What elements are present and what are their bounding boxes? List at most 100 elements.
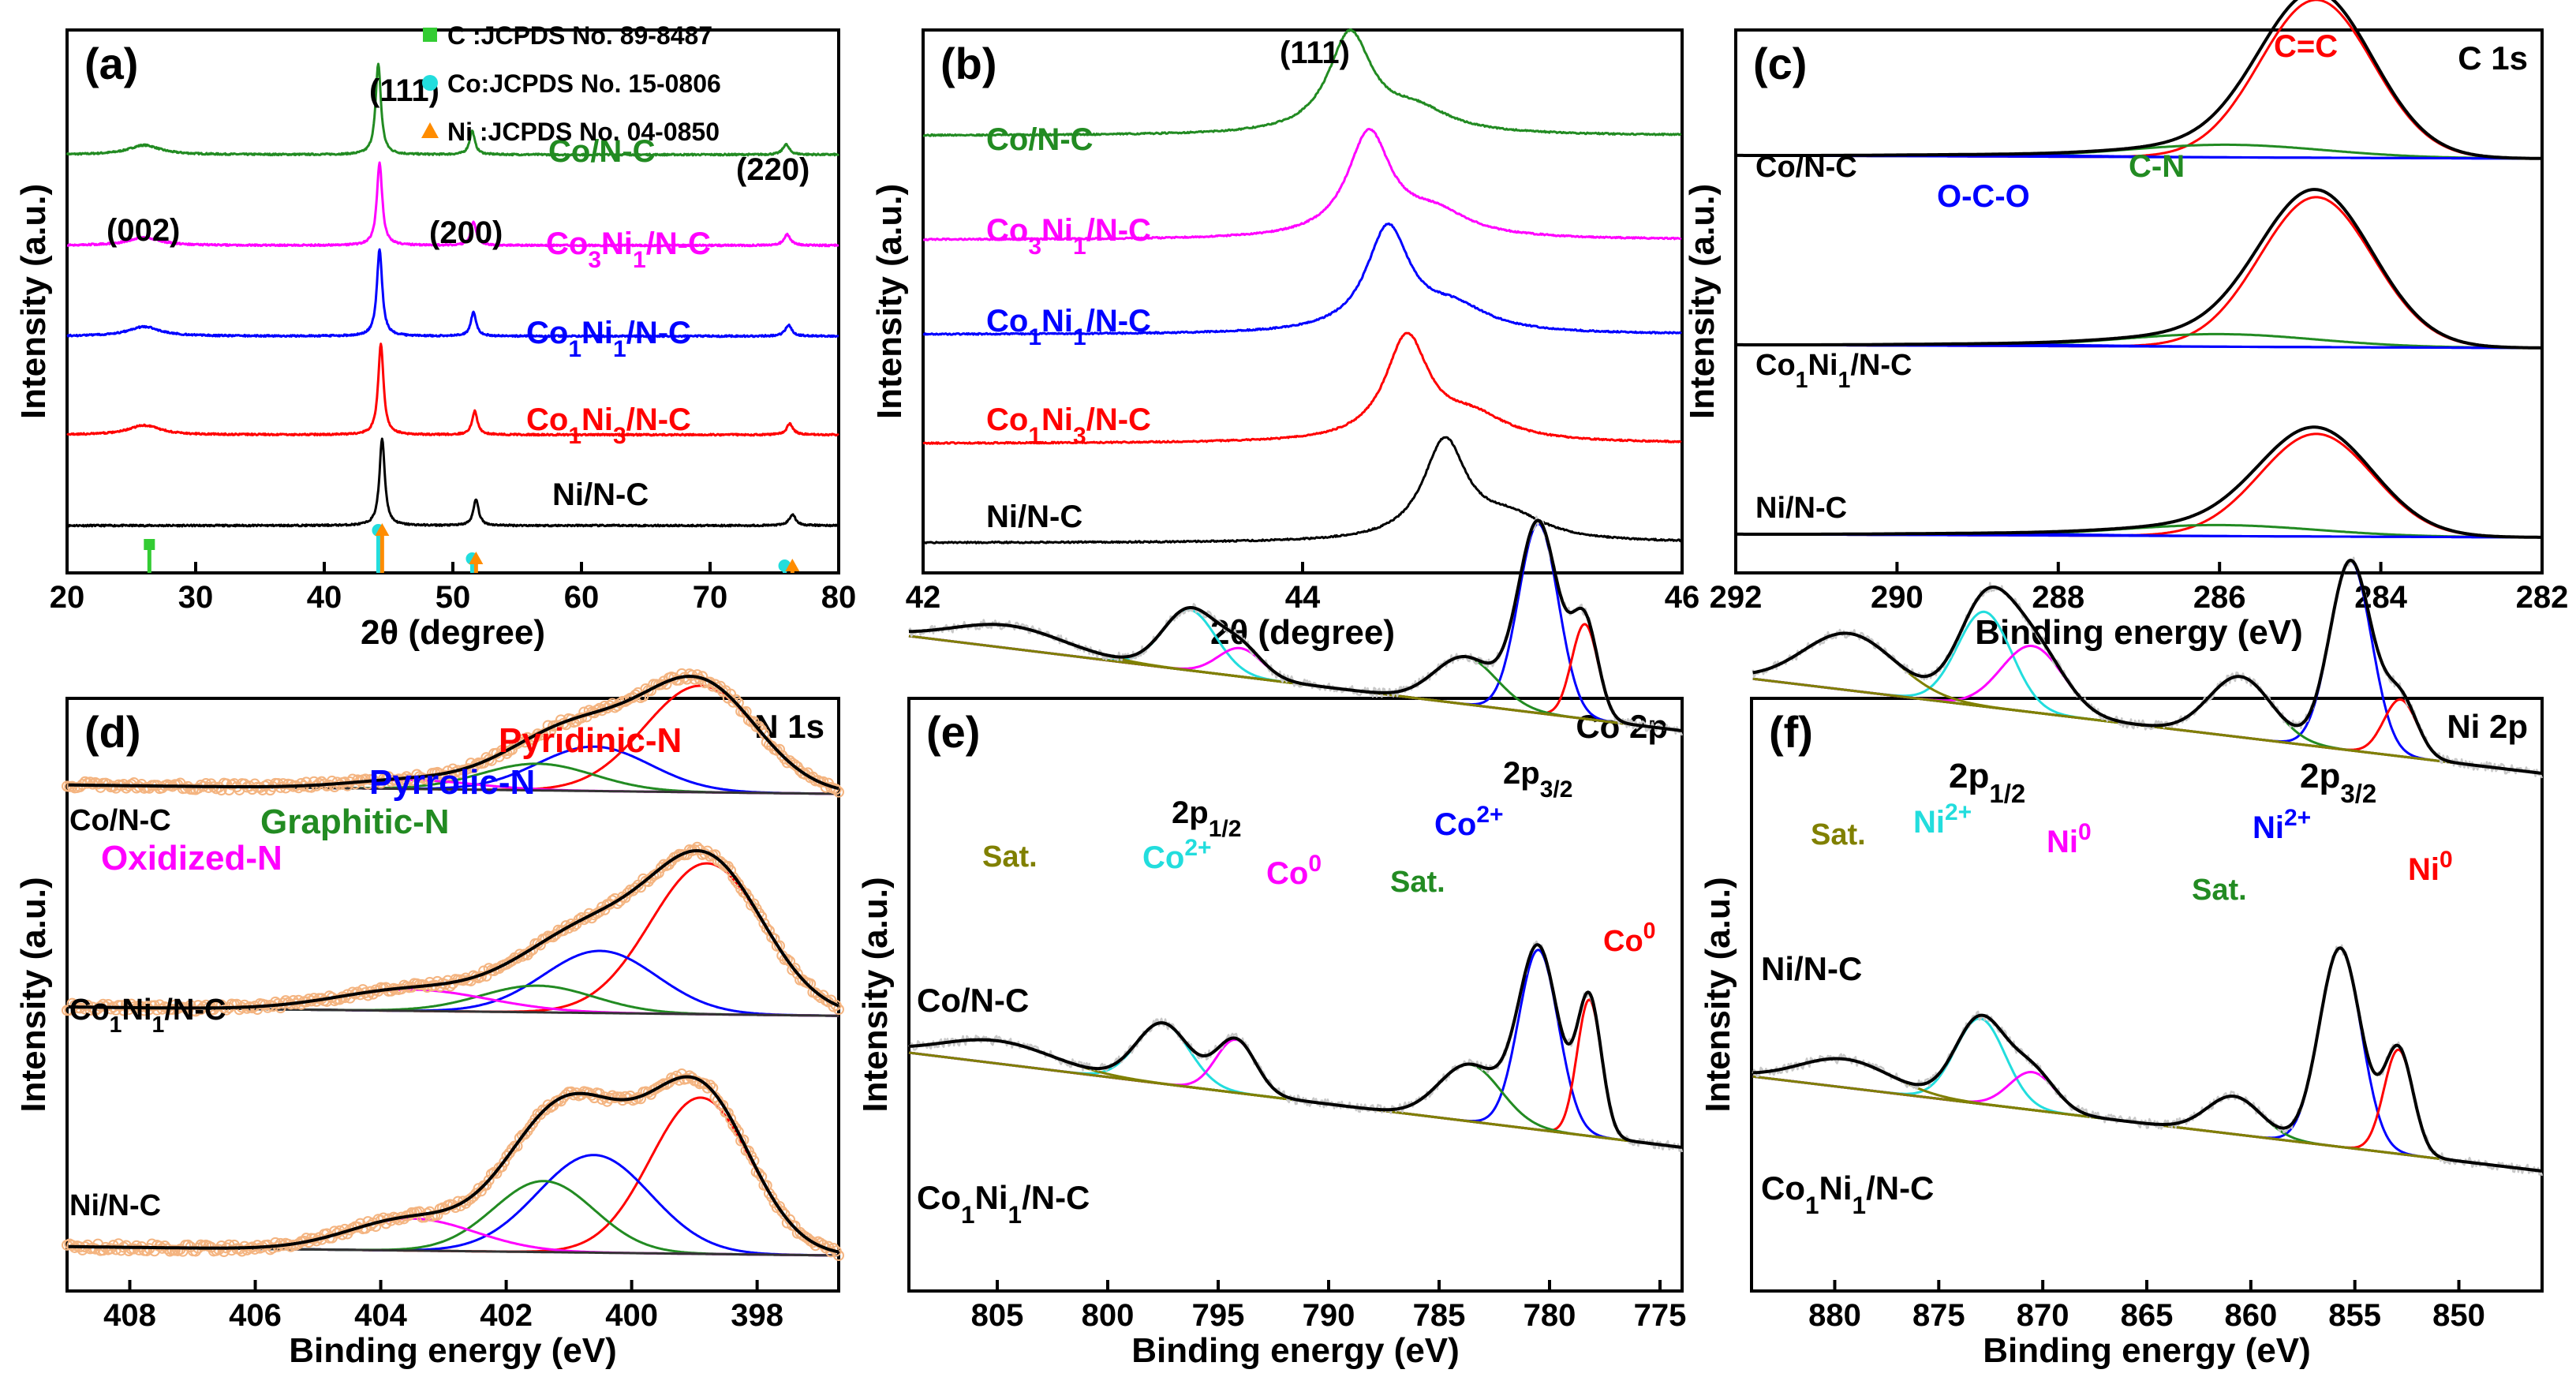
panel-c-frame	[1734, 28, 2544, 574]
panel-f-envelope	[1752, 946, 2543, 1173]
panel-c-ylabel: Intensity (a.u.)	[1683, 184, 1722, 419]
panel-d-raw-point	[501, 1151, 513, 1162]
xrd-zoom-line-Co₁Ni₃/N-C	[922, 331, 1682, 445]
panel-d-raw-point	[103, 1244, 114, 1255]
panel-d-raw-point	[730, 1122, 742, 1134]
panel-d-raw-point	[377, 1212, 389, 1224]
panel-d-xtick-label: 408	[103, 1298, 156, 1333]
peak-label: (002)	[107, 213, 180, 248]
panel-c-envelope	[1735, 188, 2543, 350]
xrd-zoom-series-label: Co1Ni3/N-C	[986, 402, 1151, 449]
panel-c-envelope	[1735, 425, 2543, 539]
panel-e-xtick-label: 780	[1524, 1298, 1576, 1333]
xps-peak-annotation: Graphitic-N	[260, 803, 450, 841]
panel-f-xtick-label: 865	[2121, 1298, 2174, 1333]
xrd-series-label: Co3Ni1/N-C	[546, 226, 711, 273]
panel-f-xtick-label: 855	[2328, 1298, 2381, 1333]
panel-f-ylabel: Intensity (a.u.)	[1699, 877, 1737, 1112]
xps-peak-annotation: Pyrrolic-N	[369, 763, 535, 802]
xps-peak-annotation: C=C	[2274, 29, 2338, 64]
panel-d-raw-point	[787, 1219, 798, 1231]
panel-e-xtick-label: 795	[1192, 1298, 1245, 1333]
panel-d-raw-point	[329, 781, 341, 793]
panel-d-raw-point	[712, 682, 723, 694]
panel-d-raw-point	[503, 1147, 515, 1159]
xrd-line-Ni/N-C	[65, 437, 840, 528]
reference-marker-square	[144, 539, 155, 550]
panel-a-xlabel: 2θ (degree)	[361, 613, 545, 652]
panel-d-raw-point	[103, 999, 114, 1011]
orbital-label-2p3-2: 2p3/2	[1503, 756, 1572, 803]
panel-a-xtick-label: 80	[821, 580, 857, 615]
panel-d-raw-point	[226, 1244, 237, 1256]
panel-d-xlabel: Binding energy (eV)	[289, 1331, 617, 1370]
panel-d-envelope	[68, 849, 839, 1010]
panel-a-xtick-label: 50	[436, 580, 471, 615]
panel-c-envelope	[1735, 0, 2543, 160]
panel-e-envelope	[908, 518, 1683, 732]
panel-d-raw-point	[517, 1129, 529, 1141]
panel-f-xtick-label: 860	[2224, 1298, 2277, 1333]
panel-d-raw-point	[779, 1208, 791, 1220]
xps-sample-label: Ni/N-C	[1761, 950, 1862, 987]
xps-sample-label: Co1Ni1/N-C	[1755, 349, 1912, 393]
panel-d-raw-point	[763, 925, 775, 937]
panel-b-xtick-label: 42	[906, 580, 941, 615]
xrd-line-Co₁Ni₁/N-C	[66, 248, 839, 339]
panel-d-xtick-label: 406	[229, 1298, 282, 1333]
panel-d-raw-point	[727, 871, 739, 883]
panel-f-envelope	[1752, 559, 2543, 775]
panel-d-raw-point	[495, 960, 507, 971]
panel-f-xtick-label: 875	[1912, 1298, 1965, 1333]
legend-entry: C :JCPDS No. 89-8487	[447, 21, 712, 50]
panel-d-raw-point	[367, 988, 379, 1000]
xps-peak-annotation: C-N	[2129, 149, 2185, 184]
orbital-label-2p1-2: 2p1/2	[1172, 795, 1241, 842]
panel-d-raw-point	[784, 755, 796, 767]
panel-c-xlabel: Binding energy (eV)	[1975, 613, 2303, 652]
panel-e-ylabel: Intensity (a.u.)	[856, 877, 895, 1112]
reference-marker-triangle	[375, 523, 390, 536]
xrd-series-label: Co/N-C	[548, 134, 656, 169]
panel-d-raw-point	[252, 1004, 264, 1016]
panel-c-xtick-label: 292	[1710, 580, 1763, 615]
xrd-series-label: Co1Ni3/N-C	[526, 402, 691, 449]
panel-d-raw-point	[383, 771, 394, 783]
xps-sample-label: Co1Ni1/N-C	[1761, 1169, 1934, 1219]
legend-entry: Co:JCPDS No. 15-0806	[447, 69, 721, 98]
panel-d-raw-point	[581, 911, 593, 923]
orbital-label-2p1-2: 2p1/2	[1949, 757, 2025, 808]
xps-sample-label: Ni/N-C	[1755, 492, 1847, 525]
panel-e-xtick-label: 800	[1082, 1298, 1135, 1333]
panel-d-raw-point	[630, 882, 641, 894]
xps-sample-label: Co1Ni1/N-C	[917, 1179, 1090, 1229]
panel-b-xtick-label: 46	[1665, 580, 1700, 615]
panel-d-raw-point	[110, 1004, 122, 1016]
panel-b-ylabel: Intensity (a.u.)	[870, 184, 909, 419]
panel-d-raw-point	[246, 784, 258, 795]
panel-d-raw-point	[133, 1000, 145, 1012]
legend-marker-circle	[422, 75, 438, 91]
panel-d-panel-label: (d)	[84, 707, 141, 757]
xrd-line-Co/N-C	[65, 62, 840, 157]
panel-d-raw-point	[226, 779, 237, 791]
panel-e-panel-label: (e)	[926, 707, 980, 757]
xrd-series-label: Co1Ni1/N-C	[526, 316, 691, 362]
panel-a-xtick-label: 70	[693, 580, 728, 615]
panel-e-xlabel: Binding energy (eV)	[1131, 1331, 1460, 1370]
panel-d-raw-point	[758, 918, 770, 930]
peak-label: (200)	[429, 215, 503, 250]
xps-sample-label: Co/N-C	[1755, 151, 1857, 184]
panel-e-xtick-label: 775	[1634, 1298, 1687, 1333]
reference-marker-triangle	[785, 559, 800, 571]
panel-c-xtick-label: 288	[2032, 580, 2084, 615]
xrd-zoom-series-label: Co/N-C	[986, 122, 1094, 157]
panel-c-corner-label: C 1s	[2458, 39, 2528, 77]
panel-d-envelope	[68, 675, 839, 791]
xrd-zoom-line-Ni/N-C	[922, 436, 1682, 544]
panel-d-raw-point	[799, 976, 811, 988]
panel-d-xtick-label: 404	[354, 1298, 407, 1333]
xps-peak-annotation: Ni0	[2408, 847, 2453, 888]
xps-peak-annotation: Ni2+	[1913, 799, 1972, 840]
